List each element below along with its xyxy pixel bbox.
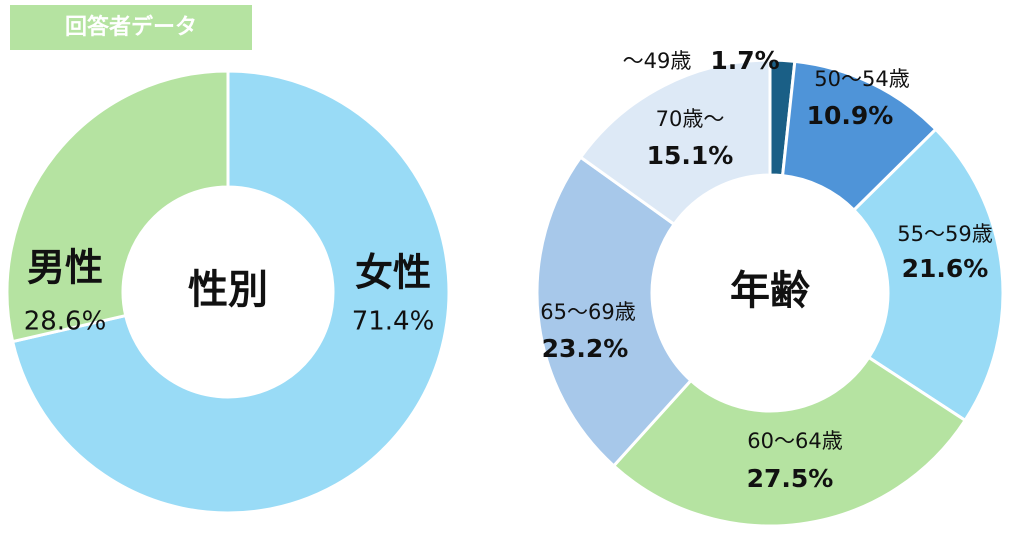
- slice-label: 60～64歳: [747, 429, 842, 453]
- value-label: 1.7%: [710, 46, 779, 75]
- slice-label: 55～59歳: [897, 222, 992, 246]
- value-label: 27.5%: [747, 464, 834, 493]
- slice: [611, 355, 968, 528]
- value-label: 15.1%: [647, 141, 734, 170]
- slice: [10, 69, 451, 515]
- value-label: 10.9%: [807, 101, 894, 130]
- header-badge: [10, 5, 252, 50]
- value-label: 21.6%: [902, 254, 989, 283]
- slice: [578, 58, 772, 227]
- value-label: 23.2%: [542, 334, 629, 363]
- value-label: 28.6%: [24, 307, 107, 337]
- center-label: 性別: [188, 267, 268, 313]
- slice-label: 女性: [355, 251, 431, 295]
- slice-label: 50～54歳: [814, 67, 909, 91]
- value-label: 71.4%: [352, 307, 435, 337]
- slice-label: 65～69歳: [540, 300, 635, 324]
- header-title: 回答者データ: [65, 14, 197, 40]
- slice: [535, 155, 693, 468]
- slice-label: ～49歳: [623, 49, 692, 73]
- center-label: 年齢: [730, 268, 810, 314]
- slice: [851, 127, 1005, 423]
- slice: [5, 69, 230, 344]
- slice-label: 男性: [27, 246, 103, 290]
- slice-label: 70歳～: [656, 107, 725, 131]
